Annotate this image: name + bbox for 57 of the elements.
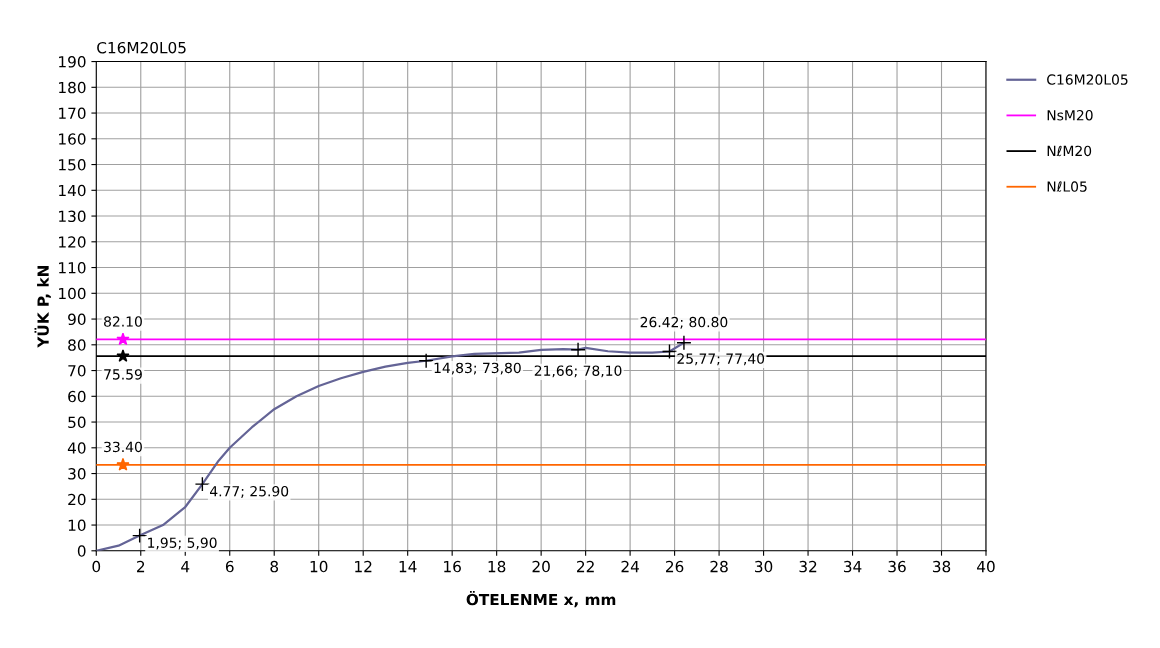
x-tick-label: 10 — [310, 560, 328, 573]
annotation: 4.77; 25.90 — [210, 485, 289, 498]
x-tick-label: 6 — [225, 560, 234, 573]
y-tick-label: 130 — [59, 210, 86, 223]
annotation: 82.10 — [104, 316, 142, 327]
x-axis-title: ÖTELENME x, mm — [466, 590, 616, 608]
y-tick-label: 100 — [59, 287, 86, 300]
legend-label: NsM20 — [1047, 109, 1093, 121]
x-tick-label: 18 — [488, 560, 506, 573]
annotation: 14,83; 73,80 — [434, 362, 521, 375]
y-axis-title: YÜK P, kN — [34, 266, 51, 348]
x-tick-label: 16 — [444, 560, 461, 573]
x-tick-label: 2 — [137, 560, 145, 573]
y-tick-label: 110 — [59, 262, 86, 274]
y-tick-label: 120 — [59, 236, 86, 248]
annotation: 1,95; 5,90 — [148, 537, 217, 550]
x-tick-label: 40 — [977, 560, 995, 573]
x-tick-label: 4 — [181, 560, 190, 573]
x-tick-label: 0 — [92, 560, 101, 573]
x-tick-label: 14 — [399, 560, 417, 573]
x-tick-label: 24 — [621, 560, 639, 573]
y-tick-label: 160 — [59, 133, 86, 145]
annotation: 21,66; 78,10 — [534, 365, 622, 378]
x-tick-label: 30 — [755, 560, 773, 573]
legend-label: NℓL05 — [1047, 181, 1087, 192]
annotation: 25,77; 77,40 — [677, 353, 765, 366]
chart-title: C16M20L05 — [97, 41, 186, 54]
y-tick-label: 0 — [77, 545, 86, 557]
y-tick-label: 140 — [59, 184, 86, 197]
annotation: 75.59 — [104, 369, 142, 380]
y-tick-label: 40 — [67, 442, 86, 454]
x-tick-label: 32 — [799, 560, 817, 573]
x-tick-label: 12 — [355, 560, 372, 573]
x-tick-label: 28 — [710, 560, 728, 573]
x-tick-label: 8 — [270, 560, 279, 573]
y-tick-label: 90 — [68, 313, 86, 326]
x-tick-label: 36 — [888, 560, 906, 573]
y-tick-label: 10 — [68, 519, 86, 532]
legend-label: NℓM20 — [1047, 145, 1092, 157]
annotation: 26.42; 80.80 — [640, 316, 728, 329]
x-tick-label: 22 — [577, 560, 594, 573]
y-tick-label: 20 — [68, 493, 86, 506]
y-tick-label: 150 — [59, 159, 86, 171]
annotation: 33.40 — [104, 441, 142, 453]
x-tick-label: 38 — [932, 560, 951, 573]
y-tick-label: 180 — [59, 81, 86, 94]
x-tick-label: 20 — [532, 560, 550, 573]
y-tick-label: 170 — [59, 107, 86, 120]
x-tick-label: 34 — [843, 560, 862, 573]
y-tick-label: 30 — [68, 468, 86, 480]
x-tick-label: 26 — [666, 560, 684, 573]
legend-label: C16M20L05 — [1047, 74, 1128, 85]
y-tick-label: 70 — [68, 365, 86, 377]
y-tick-label: 60 — [68, 390, 86, 403]
y-tick-label: 50 — [68, 416, 86, 429]
y-tick-label: 80 — [68, 339, 86, 351]
y-tick-label: 190 — [59, 56, 86, 68]
